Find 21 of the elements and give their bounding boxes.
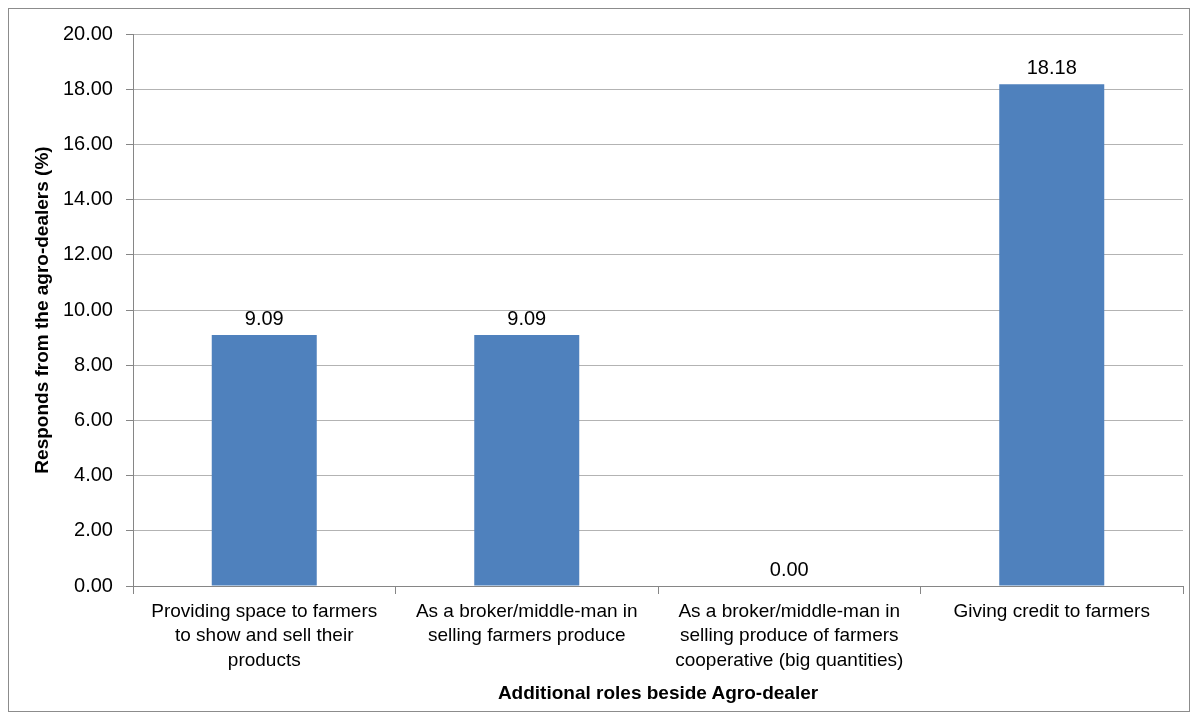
- x-tick-label: Giving credit to farmers: [953, 599, 1150, 621]
- y-tick-label: 12.00: [62, 242, 113, 265]
- y-tick-label: 20.00: [62, 21, 113, 44]
- y-tick-label: 14.00: [62, 187, 113, 210]
- y-tick-label: 8.00: [74, 352, 113, 375]
- y-tick-label: 16.00: [62, 131, 113, 154]
- data-label: 0.00: [769, 557, 809, 580]
- x-tick-label: Providing space to farmers to show and sell their products: [151, 599, 378, 670]
- y-axis-title: Responds from the agro-dealers (%): [30, 146, 52, 474]
- data-label: 9.09: [244, 306, 284, 329]
- y-tick-label: 0.00: [74, 573, 113, 596]
- data-label: 18.18: [1026, 55, 1077, 78]
- data-label: 9.09: [507, 306, 547, 329]
- x-axis-title: Additional roles beside Agro-dealer: [497, 681, 819, 703]
- y-tick-label: 6.00: [74, 407, 113, 430]
- x-tick-label: As a broker/middle-man in selling produce of farmers cooperative (big quantities): [675, 599, 904, 670]
- y-tick-label: 18.00: [62, 76, 113, 99]
- y-tick-label: 4.00: [74, 463, 113, 486]
- y-tick-label: 2.00: [74, 518, 113, 541]
- x-tick-label: As a broker/middle-man in selling farmers produce: [415, 599, 638, 646]
- y-tick-label: 10.00: [62, 297, 113, 320]
